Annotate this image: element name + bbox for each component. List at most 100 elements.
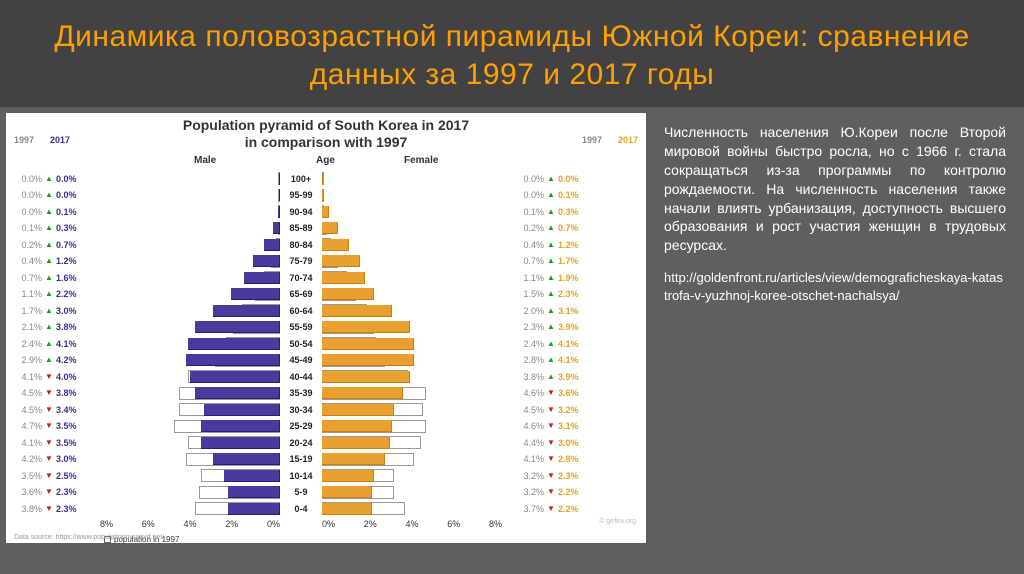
female-bar-2017 [322,437,390,449]
female-2017-pct: 4.1% [558,355,588,365]
source-url: http://goldenfront.ru/articles/view/demo… [664,269,1006,304]
female-trend-up-icon: ▲ [546,339,556,349]
pyramid-row: 1.7%▲3.0%60-642.0%▲3.1% [14,303,638,320]
female-2017-pct: 0.1% [558,190,588,200]
female-bar-group [322,370,502,384]
female-bar-group [322,254,502,268]
age-label: 35-39 [280,388,322,398]
male-1997-pct: 3.5% [14,471,42,481]
female-1997-pct: 2.3% [516,322,544,332]
male-bar-2017 [195,321,281,333]
female-2017-pct: 2.3% [558,289,588,299]
female-2017-pct: 3.2% [558,405,588,415]
female-1997-pct: 0.0% [516,174,544,184]
female-bar-group [322,188,502,202]
male-2017-pct: 2.3% [56,487,86,497]
slide-header: Динамика половозрастной пирамиды Южной К… [0,0,1024,107]
female-1997-pct: 2.0% [516,306,544,316]
male-2017-pct: 0.1% [56,207,86,217]
female-1997-pct: 0.0% [516,190,544,200]
female-1997-pct: 2.8% [516,355,544,365]
female-trend-up-icon: ▲ [546,240,556,250]
male-2017-pct: 3.4% [56,405,86,415]
pyramid-row: 3.8%▼2.3%0-43.7%▼2.2% [14,501,638,518]
pyramid-row: 4.2%▼3.0%15-194.1%▼2.8% [14,451,638,468]
label-age: Age [316,155,335,166]
male-trend-up-icon: ▲ [44,355,54,365]
pyramid-chart: Population pyramid of South Korea in 201… [6,113,646,543]
female-bar-2017 [322,470,374,482]
female-trend-up-icon: ▲ [546,322,556,332]
pyramid-row: 0.0%▲0.1%90-940.1%▲0.3% [14,204,638,221]
female-1997-pct: 3.7% [516,504,544,514]
male-trend-up-icon: ▲ [44,174,54,184]
male-bar-2017 [201,437,280,449]
x-ticks-left: 8%6%4%2%0% [100,519,280,529]
male-bar-2017 [279,173,280,185]
male-trend-down-icon: ▼ [44,372,54,382]
male-1997-pct: 0.4% [14,256,42,266]
x-tick: 8% [100,519,113,529]
male-1997-pct: 1.1% [14,289,42,299]
male-bar-group [100,271,280,285]
female-2017-pct: 2.2% [558,504,588,514]
male-bar-group [100,304,280,318]
pyramid-row: 1.1%▲2.2%65-691.5%▲2.3% [14,286,638,303]
year-1997-left: 1997 [14,135,34,145]
chart-title-line1: Population pyramid of South Korea in 201… [183,117,469,133]
male-1997-pct: 0.0% [14,190,42,200]
female-1997-pct: 0.2% [516,223,544,233]
male-trend-up-icon: ▲ [44,207,54,217]
data-source: Data source: https://www.populationpyram… [14,534,164,541]
female-bar-group [322,304,502,318]
female-1997-pct: 4.1% [516,454,544,464]
male-bar-group [100,436,280,450]
female-bar-2017 [322,387,403,399]
female-bar-2017 [322,486,372,498]
male-bar-2017 [213,305,281,317]
male-bar-2017 [231,288,281,300]
female-bar-group [322,238,502,252]
male-bar-2017 [190,371,280,383]
female-trend-up-icon: ▲ [546,256,556,266]
male-1997-pct: 4.5% [14,405,42,415]
female-bar-group [322,436,502,450]
pyramid-rows: 0.0%▲0.0%100+0.0%▲0.0%0.0%▲0.0%95-990.0%… [14,171,638,518]
age-label: 80-84 [280,240,322,250]
pyramid-row: 0.4%▲1.2%75-790.7%▲1.7% [14,253,638,270]
age-label: 85-89 [280,223,322,233]
male-2017-pct: 0.0% [56,174,86,184]
male-2017-pct: 0.3% [56,223,86,233]
female-trend-up-icon: ▲ [546,306,556,316]
pyramid-row: 0.0%▲0.0%95-990.0%▲0.1% [14,187,638,204]
age-label: 50-54 [280,339,322,349]
female-bar-2017 [322,173,323,185]
year-1997-right: 1997 [582,135,602,145]
female-2017-pct: 3.1% [558,421,588,431]
female-bar-2017 [322,371,410,383]
female-bar-group [322,386,502,400]
age-label: 25-29 [280,421,322,431]
female-2017-pct: 2.2% [558,487,588,497]
female-1997-pct: 3.2% [516,487,544,497]
pyramid-row: 2.9%▲4.2%45-492.8%▲4.1% [14,352,638,369]
x-tick: 6% [447,519,460,529]
male-bar-2017 [188,338,280,350]
age-label: 75-79 [280,256,322,266]
pyramid-row: 0.0%▲0.0%100+0.0%▲0.0% [14,171,638,188]
female-1997-pct: 3.8% [516,372,544,382]
male-bar-2017 [244,272,280,284]
male-bar-group [100,370,280,384]
male-bar-2017 [204,404,281,416]
female-1997-pct: 4.6% [516,388,544,398]
male-bar-group [100,205,280,219]
pyramid-row: 4.7%▼3.5%25-294.6%▼3.1% [14,418,638,435]
female-trend-up-icon: ▲ [546,207,556,217]
male-bar-2017 [278,206,280,218]
male-bar-2017 [213,453,281,465]
age-label: 60-64 [280,306,322,316]
pyramid-row: 2.4%▲4.1%50-542.4%▲4.1% [14,336,638,353]
male-bar-group [100,221,280,235]
male-bar-2017 [186,354,281,366]
male-2017-pct: 0.0% [56,190,86,200]
